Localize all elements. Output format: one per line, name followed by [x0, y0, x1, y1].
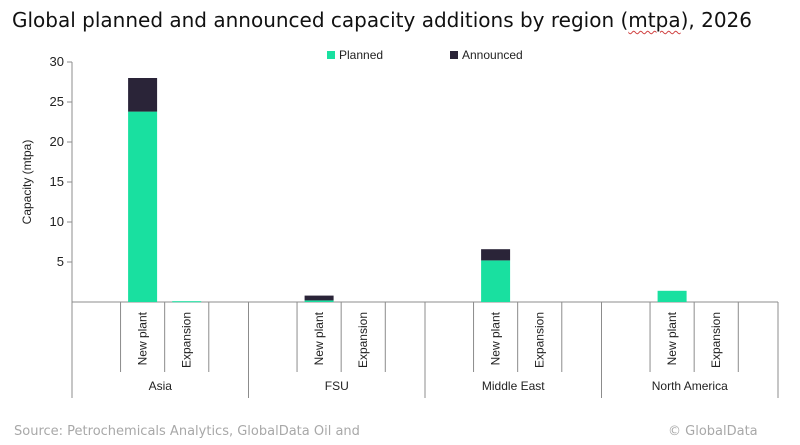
- chart-title-year: ), 2026: [680, 8, 752, 32]
- y-tick-label: 10: [50, 214, 64, 229]
- bar-planned: [481, 260, 511, 302]
- y-tick-label: 5: [57, 254, 64, 269]
- group-label: North America: [652, 379, 728, 393]
- legend-label-announced: Announced: [462, 48, 523, 62]
- bar-announced: [128, 78, 158, 112]
- category-label: Expansion: [180, 312, 194, 368]
- chart-title-unit: mtpa: [628, 8, 681, 32]
- category-label: Expansion: [709, 312, 723, 368]
- legend-label-planned: Planned: [339, 48, 383, 62]
- chart-title: Global planned and announced capacity ad…: [12, 8, 752, 32]
- bar-planned: [304, 300, 334, 302]
- bar-planned: [128, 111, 158, 302]
- category-label: New plant: [136, 311, 150, 365]
- y-tick-label: 30: [50, 54, 64, 69]
- y-tick-label: 25: [50, 94, 64, 109]
- legend-swatch-announced: [450, 51, 458, 59]
- category-label: New plant: [489, 311, 503, 365]
- bar-announced: [481, 249, 511, 261]
- group-label: FSU: [325, 379, 349, 393]
- bar-announced: [304, 295, 334, 301]
- bar-planned: [657, 290, 687, 302]
- category-label: Expansion: [533, 312, 547, 368]
- category-label: New plant: [312, 311, 326, 365]
- legend-swatch-planned: [327, 51, 335, 59]
- copyright-note: © GlobalData: [668, 424, 758, 439]
- source-note: Source: Petrochemicals Analytics, Global…: [14, 424, 360, 439]
- category-label: New plant: [665, 311, 679, 365]
- category-label: Expansion: [356, 312, 370, 368]
- y-tick-label: 20: [50, 134, 64, 149]
- y-axis-label: Capacity (mtpa): [20, 140, 34, 225]
- group-label: Asia: [149, 379, 173, 393]
- y-tick-label: 15: [50, 174, 64, 189]
- bar-planned: [172, 301, 202, 303]
- chart-title-main: Global planned and announced capacity ad…: [12, 8, 629, 32]
- group-label: Middle East: [482, 379, 545, 393]
